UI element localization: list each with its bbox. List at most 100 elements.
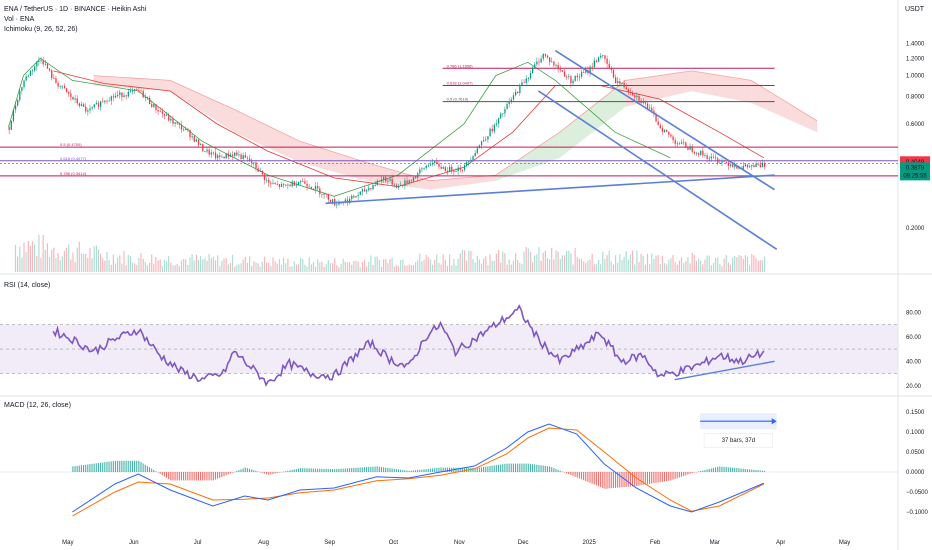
candle-body [678,143,681,145]
volume-bar [240,263,242,272]
candle-body [606,58,608,64]
candle-body [732,164,734,167]
volume-bar [159,259,161,272]
macd-histogram-bar [570,472,572,476]
candle-body [306,183,308,187]
candle-body [478,145,481,149]
volume-label: Vol · ENA [4,16,35,23]
macd-histogram-bar [180,472,182,481]
macd-histogram-bar [340,468,342,472]
macd-histogram-bar [589,472,591,483]
volume-bar [400,260,402,272]
volume-bar [317,259,319,272]
macd-histogram-bar [427,468,429,472]
volume-bar [634,264,636,272]
volume-bar [415,262,417,272]
macd-histogram-bar [200,472,202,481]
candle-body [421,168,423,170]
macd-histogram-bar [610,472,612,489]
candle-body [131,90,134,92]
volume-bar [608,250,610,272]
candle-body [204,151,206,152]
macd-histogram-bar [293,469,295,472]
candle-body [206,149,208,152]
volume-bar [251,266,253,272]
volume-bar [146,265,148,272]
macd-histogram-bar [508,463,510,472]
candle-body [238,154,240,156]
volume-bar [336,265,338,272]
macd-histogram-bar [493,465,495,472]
volume-bar [221,260,223,272]
volume-bar [544,250,546,272]
volume-bar [687,257,689,272]
volume-bar [646,253,649,272]
volume-bar [312,262,314,272]
volume-bar [136,264,138,272]
volume-bar [157,260,159,272]
candle-body [51,70,53,79]
candle-body [502,113,504,115]
macd-histogram-bar [385,467,387,472]
candle-body [453,171,455,173]
candle-body [263,174,266,181]
candle-body [287,184,289,186]
macd-histogram-bar [191,472,193,481]
macd-histogram-bar [753,469,755,472]
macd-histogram-bar [112,461,114,472]
candle-body [485,139,487,141]
macd-histogram-bar [512,463,514,472]
candle-body [221,156,223,158]
volume-bar [644,264,646,272]
candle-body [508,101,510,104]
fib-level-label: 0.618 (0.4077) [60,156,87,161]
volume-bar [166,261,168,272]
candle-body [668,131,670,135]
macd-histogram-bar [685,472,687,476]
volume-bar [280,264,283,272]
candle-body [714,157,717,159]
macd-histogram-bar [423,469,425,472]
candle-body [212,152,215,154]
volume-bar [370,255,372,272]
time-axis-label: Apr [776,540,785,546]
ichimoku-cloud [429,175,496,190]
fib-level-label: 0.5 (0.4700) [60,142,82,147]
candle-body [749,166,751,168]
volume-bar [708,255,710,272]
volume-bar [359,267,361,272]
macd-histogram-bar [574,472,576,477]
macd-histogram-bar [595,472,597,486]
candle-body [57,82,59,87]
volume-bar [674,262,676,272]
macd-histogram-bar [259,472,261,473]
macd-histogram-bar [540,465,542,472]
volume-bar [393,266,395,272]
volume-bar [485,256,487,272]
macd-histogram-bar [157,472,159,473]
volume-bar [197,259,200,272]
volume-bar [149,262,151,272]
volume-bar [80,253,83,272]
macd-histogram-bar [744,468,746,472]
lagging-span-line [8,57,671,197]
volume-bar [25,251,27,272]
candle-body [440,166,442,169]
macd-histogram-bar [372,466,374,472]
candle-body [561,70,564,72]
volume-bar [55,258,57,272]
candle-body [208,149,210,155]
macd-histogram-bar [521,463,523,472]
volume-bar [214,260,217,272]
macd-histogram-bar [500,464,502,472]
candle-body [744,164,747,167]
volume-bar [114,263,117,272]
volume-bar [142,258,144,272]
ichimoku-cloud [625,70,692,107]
candle-body [431,162,434,165]
candle-body [19,90,21,101]
macd-histogram-bar [278,472,280,473]
macd-histogram-bar [197,472,200,481]
macd-histogram-bar [268,472,270,475]
